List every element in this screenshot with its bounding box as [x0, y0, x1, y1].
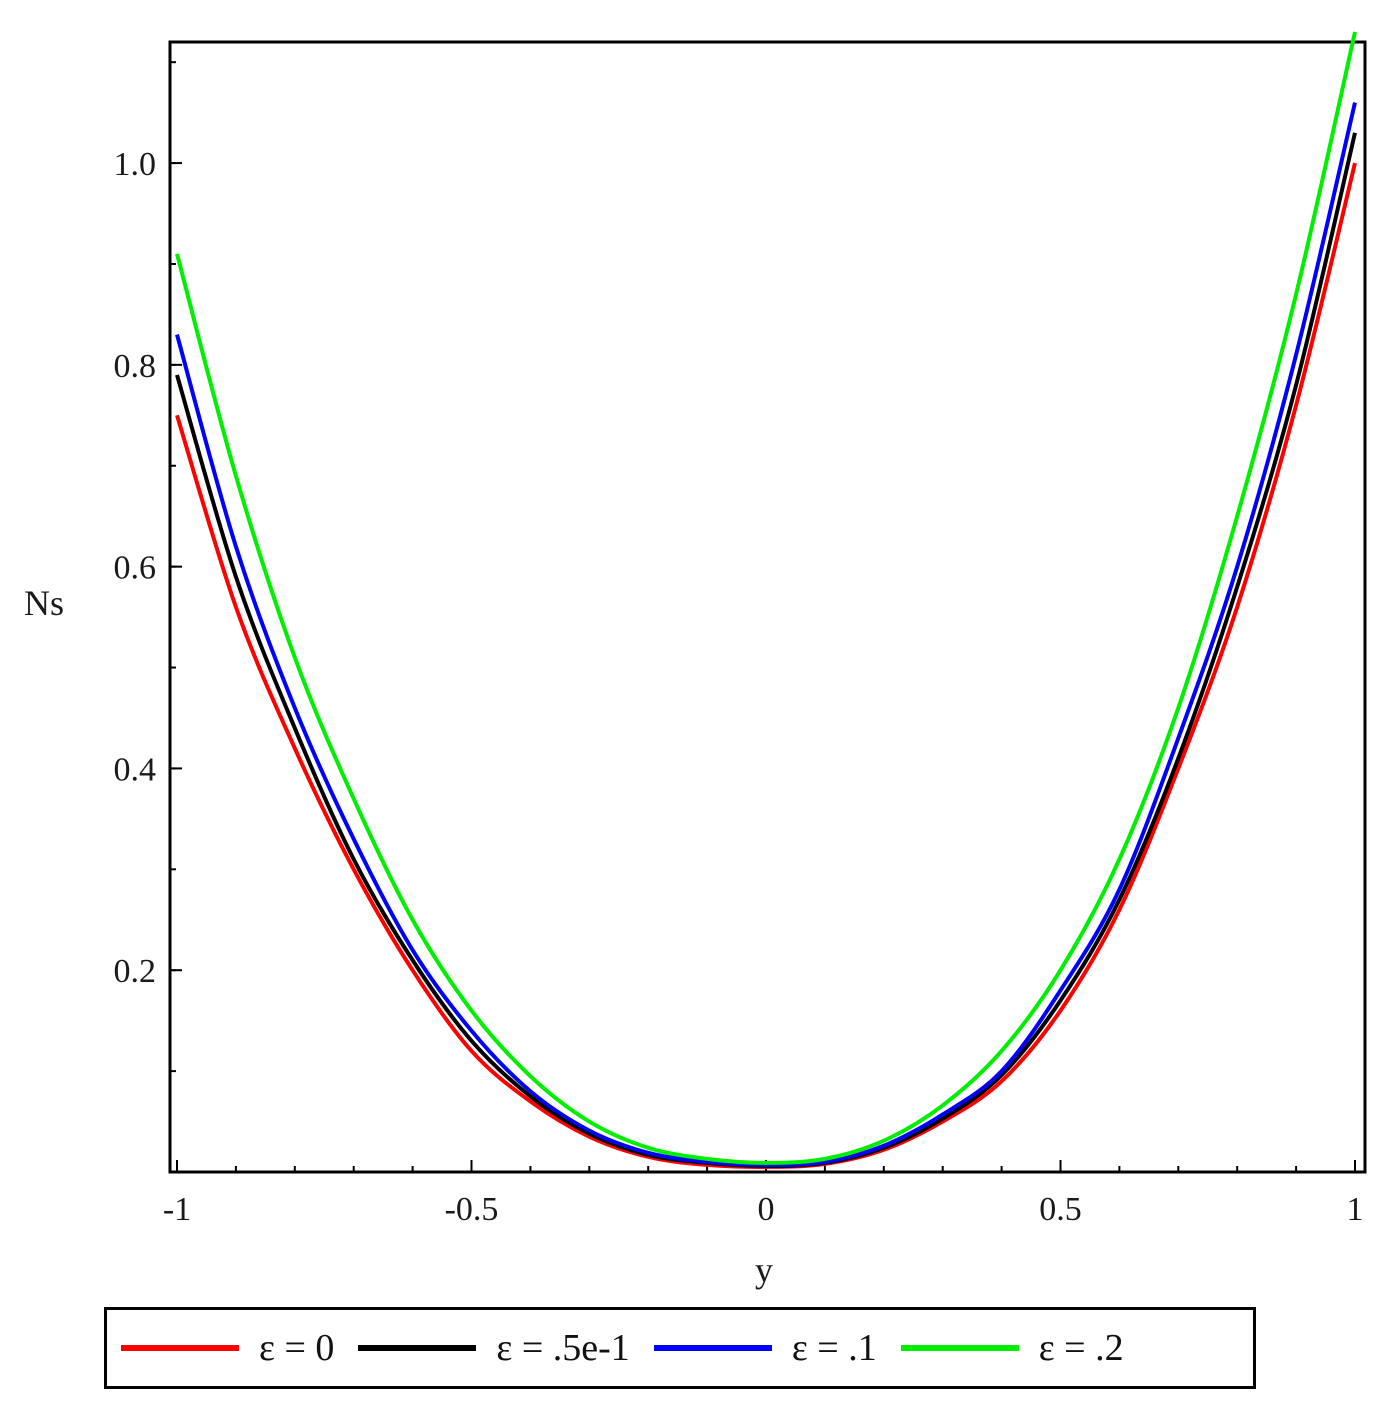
y-tick-label: 1.0	[114, 146, 157, 183]
legend-item: ε = .2	[900, 1326, 1124, 1370]
y-tick-label: 0.2	[114, 953, 157, 990]
x-tick-label: 1	[1347, 1191, 1364, 1228]
x-tick-label: 0	[758, 1191, 775, 1228]
legend-item: ε = .1	[653, 1326, 877, 1370]
legend-label: ε = .2	[1038, 1327, 1124, 1369]
series-line	[175, 102, 1357, 1167]
series-line	[175, 132, 1357, 1168]
x-axis-title: y	[755, 1250, 773, 1290]
y-tick-label: 0.4	[114, 751, 157, 788]
legend-swatch	[900, 1345, 1019, 1351]
legend-swatch	[653, 1345, 772, 1351]
plot-frame	[168, 40, 1367, 1174]
x-tick-label: 0.5	[1039, 1191, 1082, 1228]
legend: ε = 0 ε = .5e-1 ε = .1 ε = .2	[104, 1307, 1256, 1389]
series-line	[175, 162, 1357, 1169]
legend-swatch	[358, 1345, 477, 1351]
legend-item: ε = 0	[121, 1326, 334, 1370]
legend-label: ε = .1	[791, 1327, 877, 1369]
x-axis-ticks: -1 -0.5 0 0.5 1	[163, 1160, 1364, 1228]
y-axis-title: Ns	[24, 583, 64, 623]
legend-swatch	[121, 1345, 239, 1351]
legend-label: ε = 0	[259, 1327, 335, 1369]
legend-item: ε = .5e-1	[358, 1326, 630, 1370]
y-tick-label: 0.6	[114, 550, 157, 587]
legend-label: ε = .5e-1	[496, 1327, 630, 1369]
line-chart: 0.2 0.4 0.6 0.8 1.0 -1 -0.5 0 0.5 1 Ns y	[24, 31, 1367, 1290]
x-tick-label: -1	[163, 1191, 191, 1228]
y-tick-label: 0.8	[114, 348, 157, 385]
series-line	[175, 31, 1357, 1165]
series-lines	[175, 31, 1357, 1169]
x-tick-label: -0.5	[445, 1191, 499, 1228]
y-axis-ticks: 0.2 0.4 0.6 0.8 1.0	[114, 61, 182, 1073]
